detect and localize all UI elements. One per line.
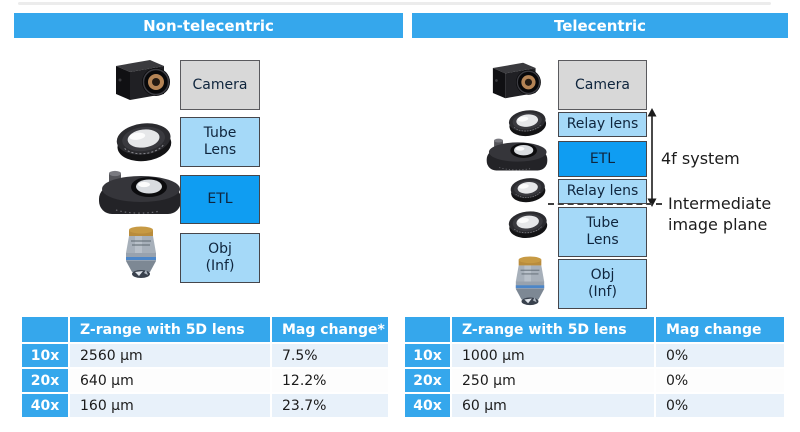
cell-mag-change: 0% (656, 344, 784, 367)
cell-mag-change: 0% (656, 394, 784, 417)
telecentric-table: Z-range with 5D lens Mag change 10x 1000… (405, 317, 784, 417)
non-telecentric-table: Z-range with 5D lens Mag change* 10x 256… (22, 317, 388, 417)
cell-z-range: 160 μm (70, 394, 270, 417)
column-header-z-range: Z-range with 5D lens (70, 317, 270, 342)
panel-header-telecentric: Telecentric (412, 13, 788, 38)
tube-lens-photo (505, 209, 551, 240)
row-label-40x: 40x (405, 394, 450, 417)
objective-photo (512, 256, 548, 307)
box-camera: Camera (180, 60, 260, 110)
camera-photo (484, 58, 548, 103)
row-label-10x: 10x (22, 344, 68, 367)
intermediate-image-plane-label: Intermediate image plane (668, 194, 772, 234)
cell-mag-change: 23.7% (272, 394, 388, 417)
panel-title: Non-telecentric (143, 16, 274, 35)
box-tube-lens: Tube Lens (180, 117, 260, 167)
table-corner-cell (22, 317, 68, 342)
column-header-z-range: Z-range with 5D lens (452, 317, 654, 342)
relay-lens-photo (505, 108, 550, 138)
four-f-system-label: 4f system (661, 149, 740, 168)
four-f-span-arrow (647, 108, 657, 207)
cell-z-range: 2560 μm (70, 344, 270, 367)
box-tube-lens: Tube Lens (558, 207, 647, 257)
box-etl: ETL (558, 141, 647, 177)
row-label-10x: 10x (405, 344, 450, 367)
column-header-mag-change: Mag change* (272, 317, 388, 342)
cell-z-range: 250 μm (452, 369, 654, 392)
cell-z-range: 60 μm (452, 394, 654, 417)
relay-lens-photo (505, 176, 551, 204)
table-corner-cell (405, 317, 450, 342)
camera-photo (106, 56, 178, 104)
top-divider-line (18, 2, 771, 5)
box-camera: Camera (558, 60, 647, 110)
column-header-mag-change: Mag change (656, 317, 784, 342)
cell-z-range: 640 μm (70, 369, 270, 392)
etl-photo (98, 170, 182, 216)
row-label-20x: 20x (405, 369, 450, 392)
cell-mag-change: 0% (656, 369, 784, 392)
etl-photo (478, 138, 556, 172)
cell-mag-change: 7.5% (272, 344, 388, 367)
box-objective: Obj (Inf) (180, 233, 260, 283)
panel-header-non-telecentric: Non-telecentric (14, 13, 403, 38)
intermediate-image-plane-line (548, 203, 662, 205)
box-relay-lens: Relay lens (558, 112, 647, 137)
row-label-20x: 20x (22, 369, 68, 392)
objective-photo (122, 226, 160, 280)
box-relay-lens: Relay lens (558, 179, 647, 204)
row-label-40x: 40x (22, 394, 68, 417)
cell-z-range: 1000 μm (452, 344, 654, 367)
tube-lens-photo (114, 120, 174, 164)
box-etl: ETL (180, 175, 260, 224)
box-objective: Obj (Inf) (558, 259, 647, 309)
panel-title: Telecentric (553, 16, 647, 35)
cell-mag-change: 12.2% (272, 369, 388, 392)
